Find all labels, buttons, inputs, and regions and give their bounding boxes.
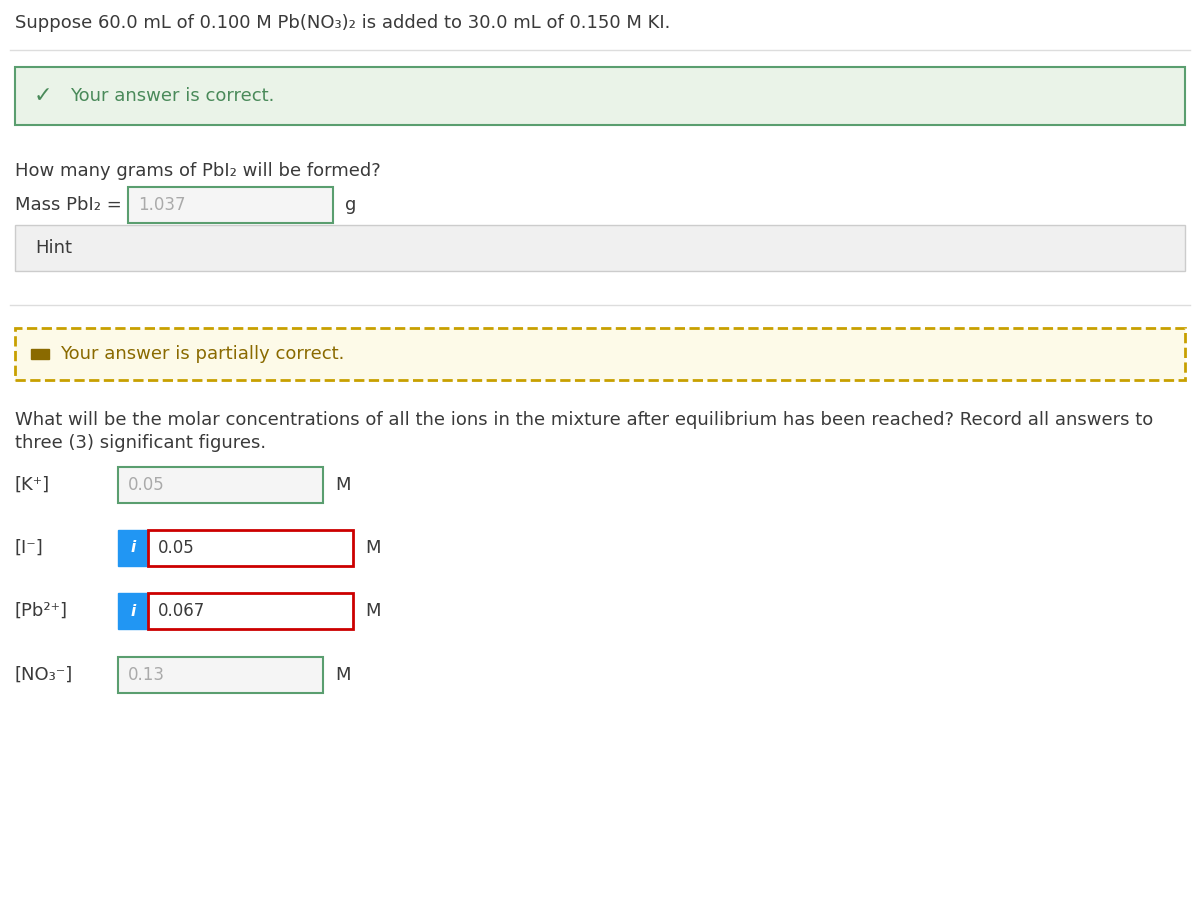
Text: [Pb²⁺]: [Pb²⁺] [14, 602, 68, 620]
FancyBboxPatch shape [118, 593, 148, 629]
Text: i: i [131, 604, 136, 618]
Text: M: M [335, 476, 350, 494]
Text: M: M [365, 602, 380, 620]
FancyBboxPatch shape [118, 530, 148, 566]
Text: ✓: ✓ [34, 86, 53, 106]
Text: 0.067: 0.067 [158, 602, 205, 620]
FancyBboxPatch shape [128, 187, 334, 223]
Text: M: M [365, 539, 380, 557]
Text: Suppose 60.0 mL of 0.100 M Pb(NO₃)₂ is added to 30.0 mL of 0.150 M KI.: Suppose 60.0 mL of 0.100 M Pb(NO₃)₂ is a… [14, 14, 671, 32]
Text: [K⁺]: [K⁺] [14, 476, 50, 494]
FancyBboxPatch shape [148, 530, 353, 566]
Text: 0.13: 0.13 [128, 666, 166, 684]
Text: Hint: Hint [35, 239, 72, 257]
Text: i: i [131, 541, 136, 556]
Text: 0.05: 0.05 [128, 476, 164, 494]
Text: 0.05: 0.05 [158, 539, 194, 557]
FancyBboxPatch shape [118, 657, 323, 693]
FancyBboxPatch shape [14, 225, 1186, 271]
FancyBboxPatch shape [14, 67, 1186, 125]
Text: 1.037: 1.037 [138, 196, 186, 214]
Text: three (3) significant figures.: three (3) significant figures. [14, 434, 266, 452]
Text: [NO₃⁻]: [NO₃⁻] [14, 666, 73, 684]
Text: Your answer is partially correct.: Your answer is partially correct. [60, 345, 344, 363]
Text: [I⁻]: [I⁻] [14, 539, 43, 557]
FancyBboxPatch shape [118, 467, 323, 503]
FancyBboxPatch shape [148, 593, 353, 629]
FancyBboxPatch shape [14, 328, 1186, 380]
Text: How many grams of PbI₂ will be formed?: How many grams of PbI₂ will be formed? [14, 162, 380, 180]
Text: Your answer is correct.: Your answer is correct. [70, 87, 275, 105]
Text: M: M [335, 666, 350, 684]
FancyBboxPatch shape [31, 349, 49, 359]
Text: Mass PbI₂ =: Mass PbI₂ = [14, 196, 121, 214]
Text: What will be the molar concentrations of all the ions in the mixture after equil: What will be the molar concentrations of… [14, 411, 1153, 429]
Text: g: g [346, 196, 356, 214]
